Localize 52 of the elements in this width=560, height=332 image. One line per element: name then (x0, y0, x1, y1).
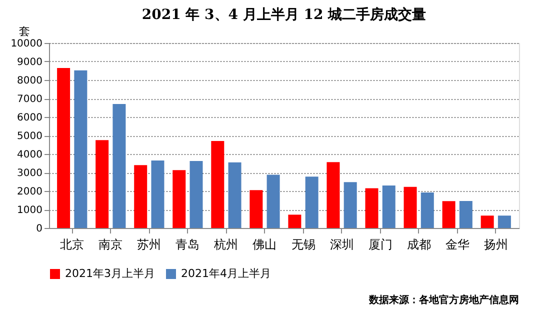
y-tick-label: 3000 (17, 168, 42, 179)
chart-title: 2021 年 3、4 月上半月 12 城二手房成交量 (142, 6, 426, 23)
y-tick-label: 5000 (17, 131, 42, 142)
y-tick-label: 6000 (17, 112, 42, 124)
source-note: 数据来源：各地官方房地产信息网 (368, 294, 519, 306)
legend-label: 2021年4月上半月 (181, 267, 271, 280)
bar (172, 170, 186, 228)
bar (96, 140, 109, 228)
x-tick-label: 南京 (98, 238, 123, 252)
bar (134, 165, 148, 228)
y-tick-label: 8000 (17, 76, 42, 86)
bar (57, 68, 70, 228)
bar (404, 186, 417, 228)
bar (442, 201, 456, 228)
y-tick-label: 4000 (17, 150, 42, 160)
bar (266, 174, 280, 228)
x-tick-label: 青岛 (176, 238, 200, 252)
x-tick-label: 苏州 (137, 238, 162, 252)
bar (211, 141, 224, 228)
x-tick-label: 无锡 (291, 238, 316, 252)
y-tick-label: 9000 (17, 57, 42, 68)
x-tick-label: 金华 (445, 238, 470, 252)
bar (112, 104, 126, 228)
y-tick-label: 7000 (17, 94, 42, 105)
y-axis-title: 套 (19, 25, 30, 38)
bar (420, 192, 434, 228)
x-tick-label: 佛山 (252, 238, 277, 252)
bar (190, 161, 203, 228)
y-tick-label: 2000 (17, 186, 42, 198)
bar (382, 185, 396, 228)
x-tick-label: 深圳 (330, 238, 354, 252)
legend-label: 2021年3月上半月 (65, 267, 155, 280)
x-tick-label: 杭州 (213, 238, 238, 252)
y-tick-label: 10000 (10, 38, 42, 50)
bar (365, 188, 378, 228)
y-tick-label: 1000 (17, 205, 42, 216)
bar (498, 216, 511, 228)
bar (250, 190, 263, 228)
bar (480, 216, 494, 228)
x-tick-label: 北京 (60, 238, 84, 252)
x-tick-label: 厦门 (368, 238, 392, 252)
bar (344, 182, 357, 228)
x-tick-label: 扬州 (484, 238, 508, 252)
bar (305, 176, 318, 228)
bar (228, 162, 242, 228)
bar (288, 214, 302, 228)
bar (74, 70, 88, 228)
bar (151, 160, 164, 228)
y-tick-label: 0 (36, 224, 42, 234)
bar (326, 162, 340, 228)
bar (459, 200, 472, 228)
x-tick-label: 成都 (406, 238, 431, 252)
